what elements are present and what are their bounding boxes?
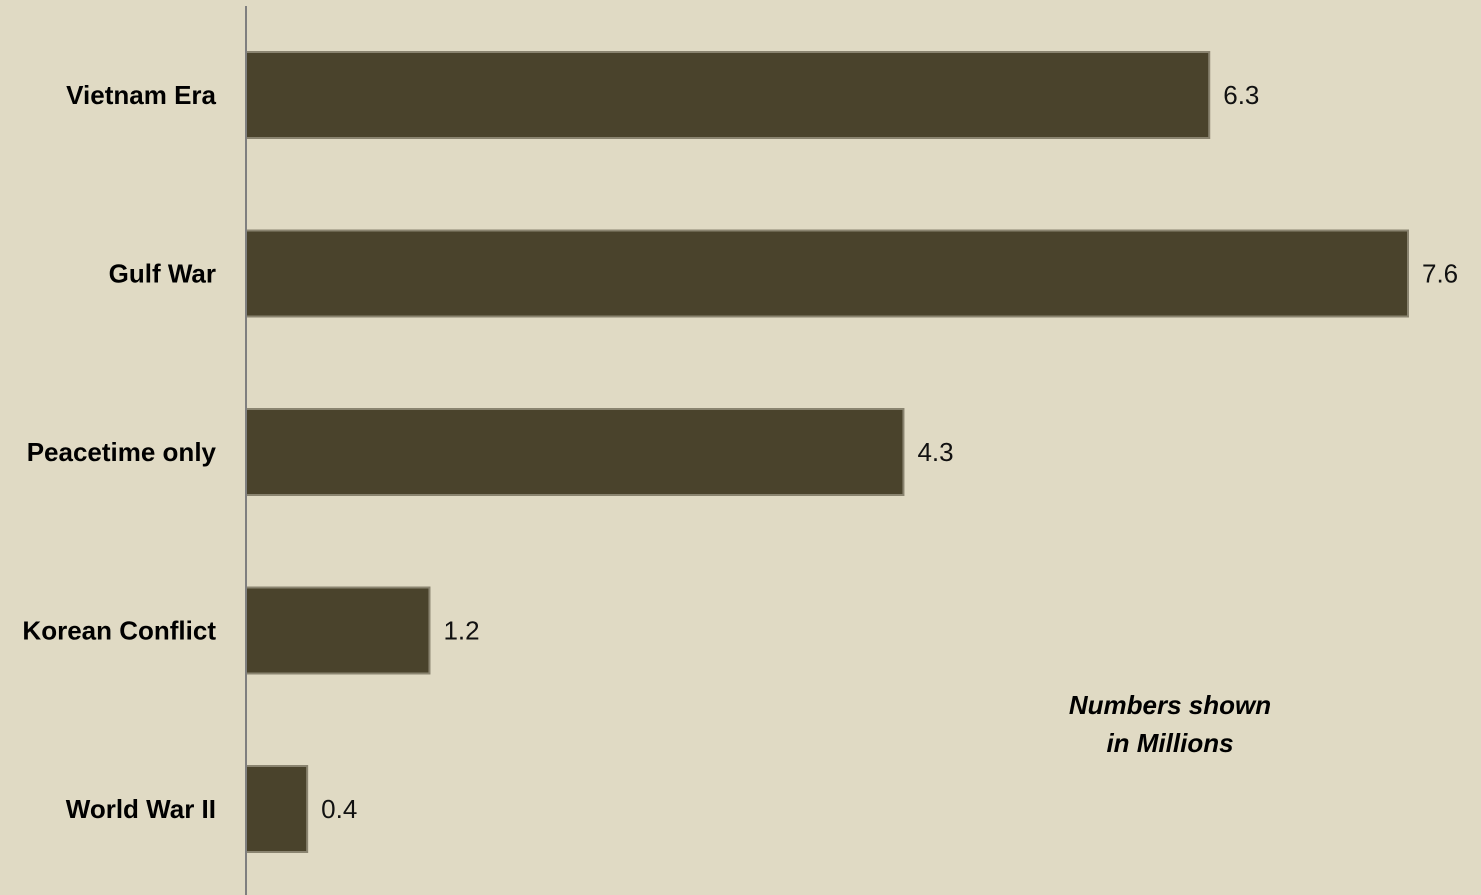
bar-gulf-war (245, 229, 1409, 318)
category-label-vietnam-era: Vietnam Era (66, 80, 216, 110)
value-label-peacetime-only: 4.3 (917, 437, 953, 467)
category-label-peacetime-only: Peacetime only (27, 437, 217, 467)
units-note: Numbers shown in Millions (1035, 686, 1305, 762)
value-label-world-war-ii: 0.4 (321, 794, 357, 824)
category-label-korean-conflict: Korean Conflict (22, 616, 216, 646)
bar-world-war-ii (245, 765, 309, 853)
value-label-korean-conflict: 1.2 (443, 616, 479, 646)
category-label-gulf-war: Gulf War (109, 259, 216, 289)
category-labels-layer: Vietnam Era Gulf War Peacetime only Korean … (22, 80, 216, 824)
units-note-line-1: Numbers shown (1068, 690, 1272, 720)
value-label-gulf-war: 7.6 (1422, 259, 1458, 289)
category-label-world-war-ii: World War II (66, 794, 216, 824)
units-note-line-2: in Millions (1106, 728, 1234, 758)
value-labels-layer: 6.3 7.6 4.3 1.2 0.4 (321, 80, 1458, 824)
bars-layer (245, 51, 1409, 853)
bar-peacetime-only (245, 408, 905, 496)
value-label-vietnam-era: 6.3 (1223, 80, 1259, 110)
bar-vietnam-era (245, 51, 1211, 139)
bar-korean-conflict (245, 586, 431, 675)
